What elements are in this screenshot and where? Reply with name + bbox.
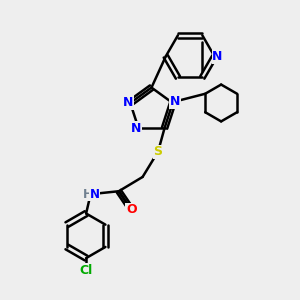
- Text: Cl: Cl: [80, 264, 93, 277]
- Text: H: H: [83, 188, 92, 201]
- Text: N: N: [131, 122, 141, 135]
- Text: S: S: [154, 145, 163, 158]
- Text: N: N: [212, 50, 223, 63]
- Text: N: N: [170, 95, 180, 108]
- Text: N: N: [123, 96, 133, 109]
- Text: O: O: [126, 203, 136, 216]
- Text: N: N: [89, 188, 99, 201]
